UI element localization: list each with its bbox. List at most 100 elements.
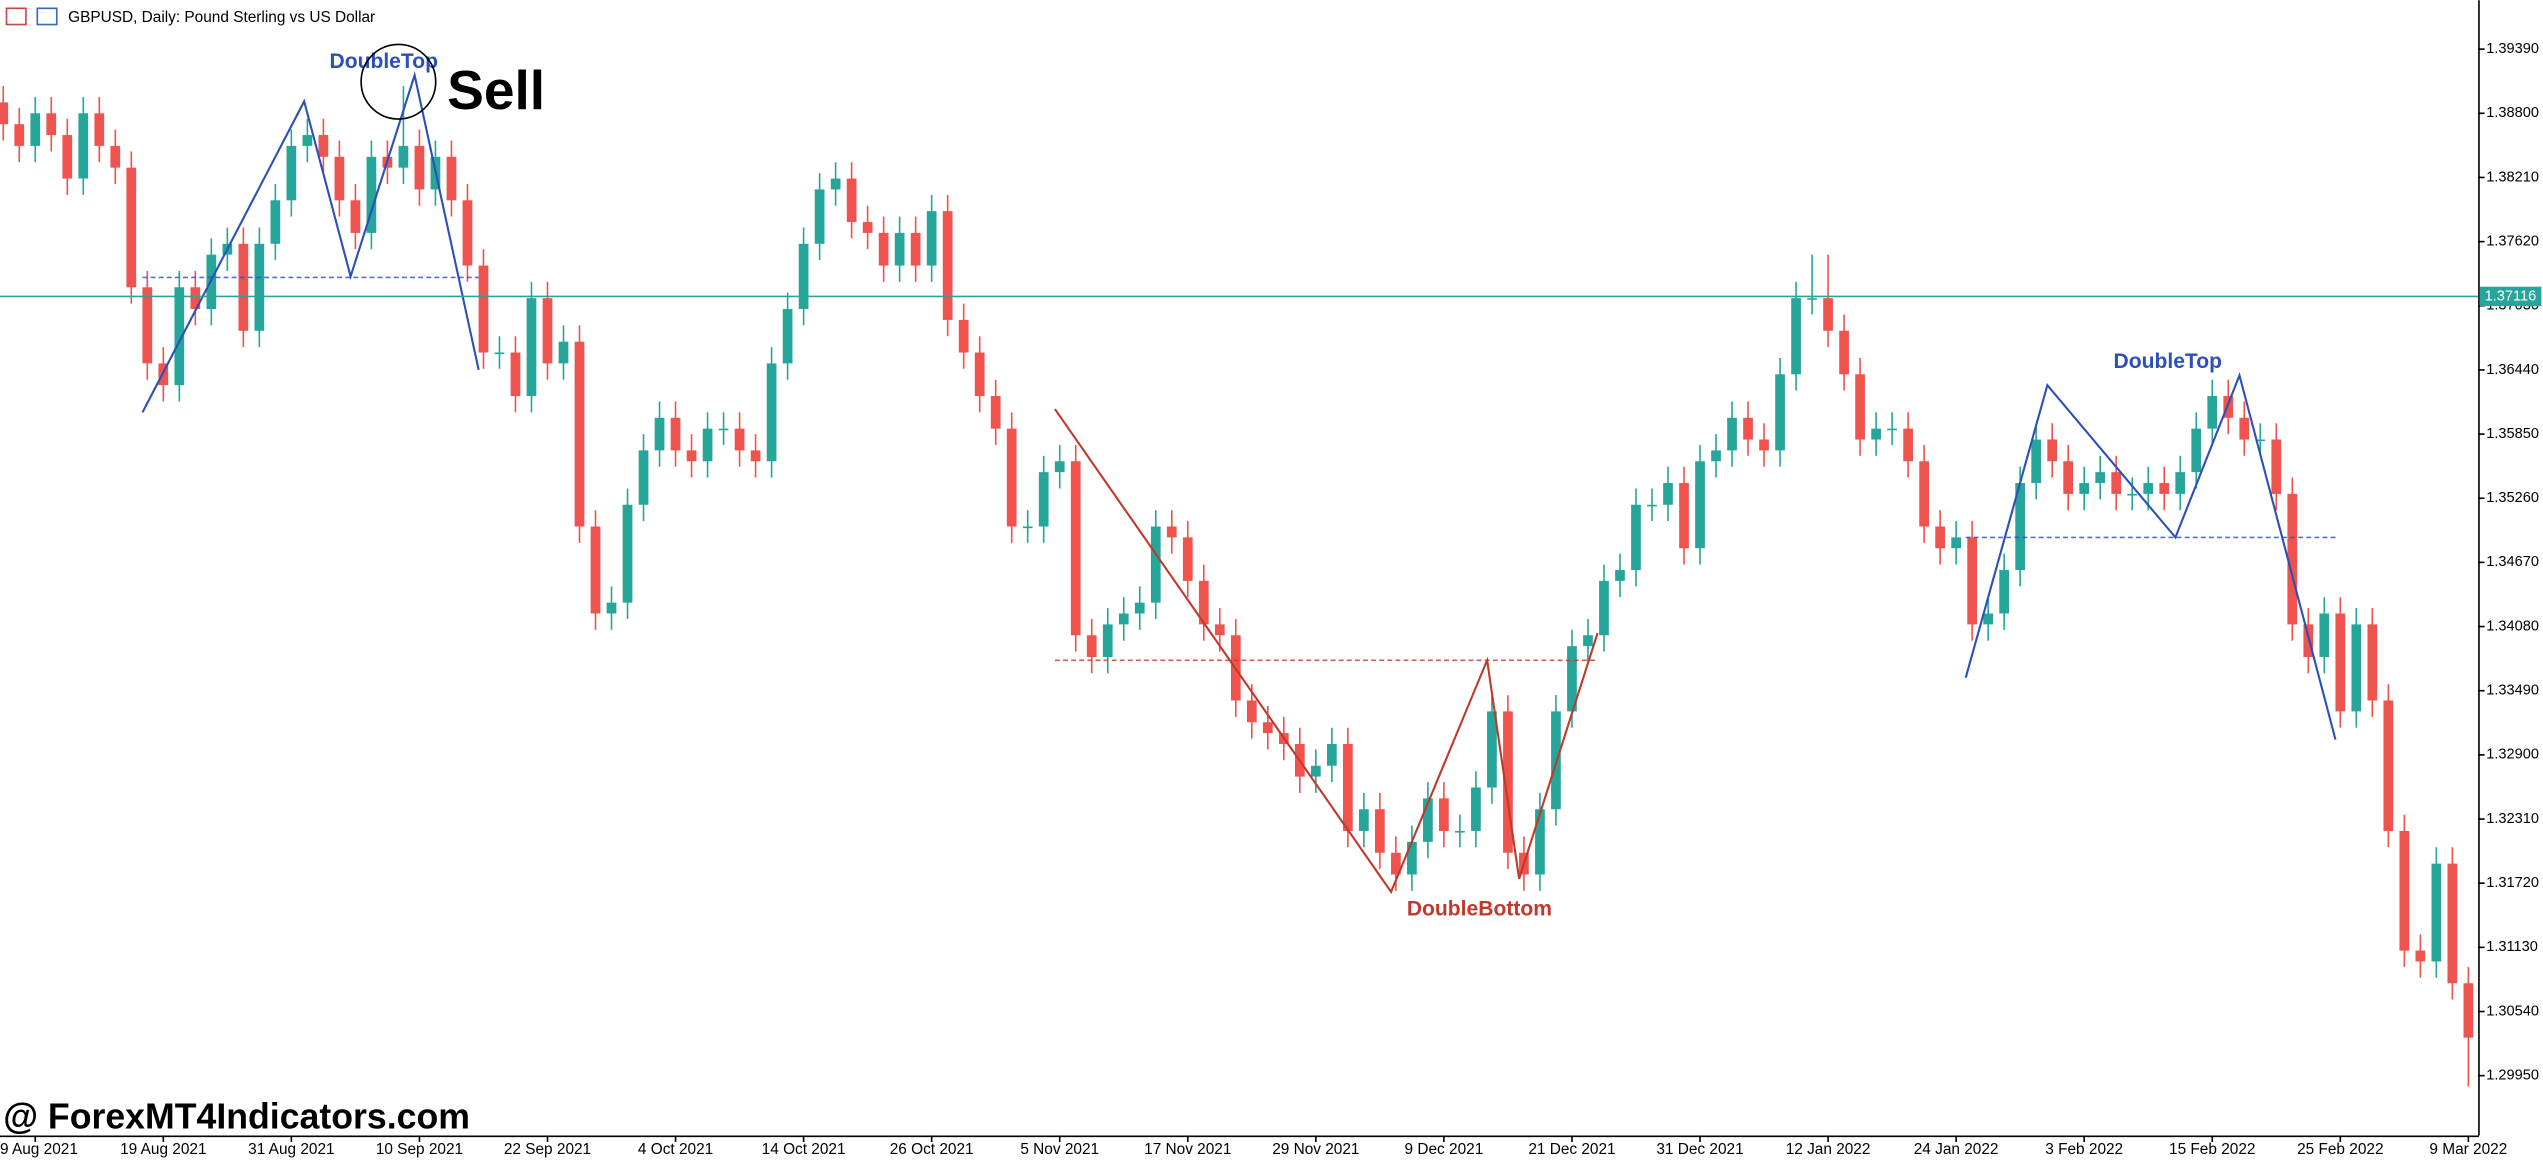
candle-body xyxy=(494,352,505,355)
candle-body xyxy=(830,178,841,190)
pattern-label: DoubleTop xyxy=(329,50,438,73)
candle-body xyxy=(958,319,969,353)
candle-body xyxy=(2303,624,2314,658)
x-tick-label: 24 Jan 2022 xyxy=(1914,1141,1999,1158)
candle-body xyxy=(1246,700,1257,723)
candle-body xyxy=(510,352,521,397)
candle-body xyxy=(1631,504,1641,571)
candle-body xyxy=(2383,700,2394,831)
candle-body xyxy=(1887,428,1897,431)
candle-body xyxy=(2031,439,2042,484)
candle-body xyxy=(2367,624,2378,701)
candle-body xyxy=(1391,852,1401,875)
candle-body xyxy=(590,526,601,614)
watermark: @ ForexMT4Indicators.com xyxy=(3,1097,470,1137)
candle-body xyxy=(2431,863,2442,962)
y-tick-label: 1.36440 xyxy=(2486,362,2539,378)
candle-body xyxy=(1839,330,1849,375)
y-tick-label: 1.33490 xyxy=(2486,683,2539,699)
candle-body xyxy=(1439,798,1449,831)
candle-body xyxy=(1951,537,1961,549)
candle-body xyxy=(1727,417,1737,451)
candle-body xyxy=(734,428,745,451)
candle-body xyxy=(2159,483,2170,494)
y-tick-label: 1.35850 xyxy=(2486,426,2539,442)
candle-body xyxy=(2415,950,2426,962)
candle-body xyxy=(0,102,9,125)
candle-body xyxy=(910,232,921,266)
candle-body xyxy=(1487,711,1497,788)
candle-body xyxy=(110,145,121,168)
candle-body xyxy=(2271,439,2282,494)
candle-body xyxy=(1663,483,1673,505)
candle-body xyxy=(1455,830,1465,833)
candle-body xyxy=(1006,428,1017,527)
candle-body xyxy=(1407,841,1417,875)
x-tick-label: 17 Nov 2021 xyxy=(1144,1141,1231,1158)
candle-body xyxy=(686,450,697,462)
candle-body xyxy=(1326,743,1337,766)
candle-body xyxy=(1022,526,1033,529)
toolbar-icons[interactable] xyxy=(5,7,58,26)
candle-body xyxy=(702,428,713,462)
y-tick-label: 1.32900 xyxy=(2486,747,2539,763)
candle-body xyxy=(62,135,73,179)
candle-body xyxy=(1070,461,1081,636)
candle-body xyxy=(1423,798,1433,842)
candle-body xyxy=(1102,624,1113,658)
icon[interactable] xyxy=(36,7,58,26)
y-tick-label: 1.29950 xyxy=(2486,1068,2539,1084)
candle-body xyxy=(1567,646,1577,712)
x-tick-label: 22 Sep 2021 xyxy=(504,1141,591,1158)
y-tick-label: 1.34080 xyxy=(2486,618,2539,634)
pattern-label: DoubleTop xyxy=(2113,350,2222,373)
candle-body xyxy=(894,232,905,266)
candle-body xyxy=(766,363,777,462)
candle-body xyxy=(2399,830,2410,951)
candle-body xyxy=(2335,613,2346,712)
x-tick-label: 19 Aug 2021 xyxy=(120,1141,206,1158)
candle-body xyxy=(1150,526,1161,603)
candle-body xyxy=(750,450,761,462)
candle-body xyxy=(462,200,473,266)
y-tick-label: 1.38800 xyxy=(2486,105,2539,121)
x-tick-label: 29 Nov 2021 xyxy=(1272,1141,1359,1158)
candle-body xyxy=(878,232,889,266)
current-price-label: 1.37116 xyxy=(2485,288,2537,304)
candle-body xyxy=(846,178,857,223)
candle-body xyxy=(1903,428,1913,462)
candle-body xyxy=(1983,613,1994,625)
candle-body xyxy=(1711,450,1721,462)
candle-body xyxy=(398,145,409,168)
candle-body xyxy=(926,211,937,266)
candle-body xyxy=(574,341,585,527)
candle-body xyxy=(2223,396,2234,418)
pattern-zigzag xyxy=(1964,371,2337,740)
x-tick-label: 15 Feb 2022 xyxy=(2169,1141,2255,1158)
candle-body xyxy=(670,417,681,451)
candle-body xyxy=(1823,298,1833,331)
candle-body xyxy=(638,450,649,505)
candle-body xyxy=(2047,439,2058,462)
candle-body xyxy=(1871,428,1881,440)
candle-body xyxy=(238,243,249,331)
candle-body xyxy=(1599,580,1609,636)
candle-body xyxy=(302,135,313,146)
candle-body xyxy=(2191,428,2202,473)
candle-body xyxy=(46,113,57,136)
x-tick-label: 9 Aug 2021 xyxy=(0,1141,78,1158)
candle-body xyxy=(350,200,361,233)
x-tick-label: 12 Jan 2022 xyxy=(1786,1141,1871,1158)
y-tick-label: 1.35260 xyxy=(2486,490,2539,506)
icon[interactable] xyxy=(5,7,27,26)
candle-body xyxy=(862,222,873,233)
candle-body xyxy=(1262,722,1273,734)
candle-body xyxy=(1583,635,1593,647)
candle-body xyxy=(782,309,793,364)
candle-body xyxy=(1118,613,1129,625)
candle-body xyxy=(2175,472,2186,494)
y-tick-label: 1.39390 xyxy=(2486,41,2539,57)
x-tick-label: 31 Aug 2021 xyxy=(248,1141,334,1158)
candle-body xyxy=(1775,374,1785,451)
x-tick-label: 5 Nov 2021 xyxy=(1020,1141,1099,1158)
